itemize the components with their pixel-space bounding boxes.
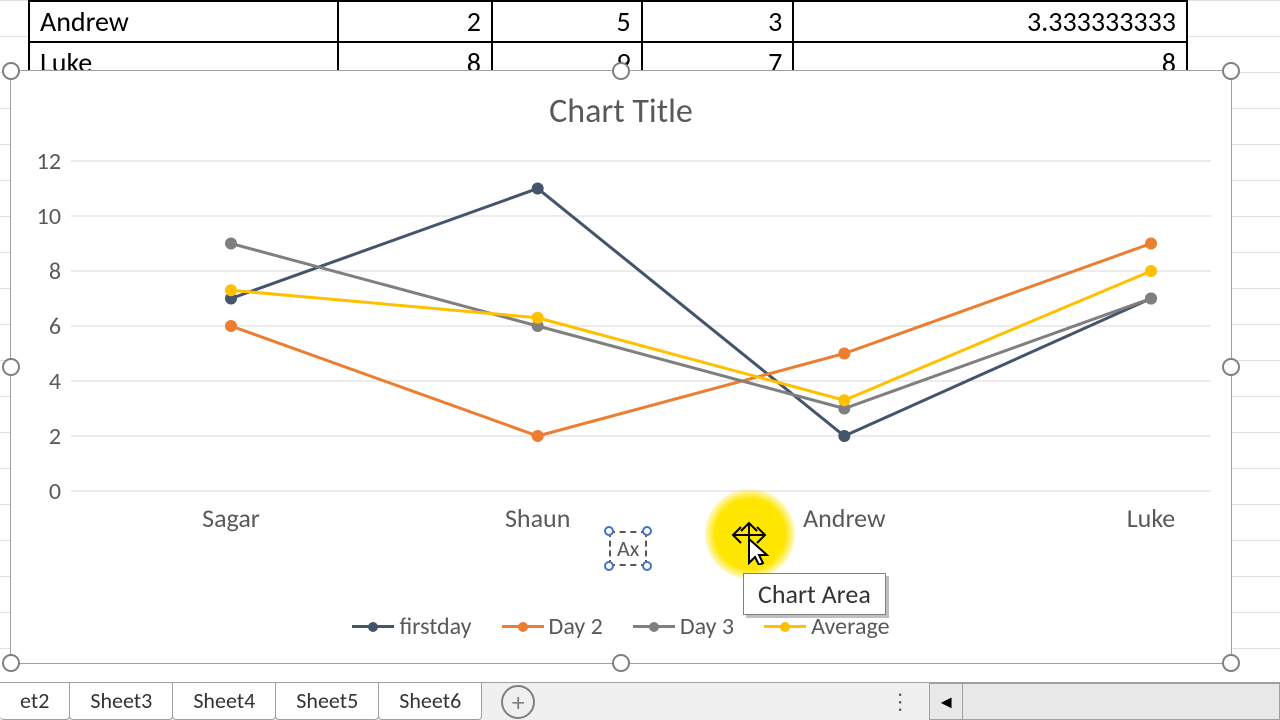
sheet-tab[interactable]: Sheet5	[275, 683, 379, 720]
cell-avg[interactable]: 3.333333333	[793, 1, 1187, 42]
svg-text:8: 8	[49, 257, 61, 286]
axis-title-textbox[interactable]: Ax	[609, 531, 647, 566]
cell-name[interactable]: Andrew	[29, 1, 338, 42]
svg-text:Shaun: Shaun	[505, 502, 570, 534]
legend-label: firstday	[399, 612, 471, 641]
resize-handle[interactable]	[1222, 62, 1240, 80]
legend-item[interactable]: firstday	[352, 612, 471, 641]
move-cursor-icon	[729, 521, 769, 565]
scroll-left-button[interactable]: ◄	[929, 683, 963, 720]
legend-item[interactable]: Average	[764, 612, 889, 641]
chart-title[interactable]: Chart Title	[11, 71, 1231, 132]
chart-object[interactable]: Chart Title 024681012SagarShaunAndrewLuk…	[10, 70, 1232, 664]
legend-label: Day 3	[680, 612, 734, 641]
resize-handle[interactable]	[1222, 358, 1240, 376]
resize-handle[interactable]	[1222, 654, 1240, 672]
resize-handle[interactable]	[2, 654, 20, 672]
cell-c3[interactable]: 3	[642, 1, 794, 42]
horizontal-scrollbar[interactable]	[963, 683, 1280, 720]
sheet-tab-bar: et2Sheet3Sheet4Sheet5Sheet6 + ⋮ ◄	[0, 682, 1280, 720]
svg-text:Andrew: Andrew	[803, 502, 886, 534]
sheet-tab[interactable]: Sheet6	[378, 683, 482, 720]
tab-menu-icon[interactable]: ⋮	[871, 683, 929, 720]
plus-icon: +	[512, 686, 525, 718]
chart-legend[interactable]: firstday Day 2 Day 3 Average	[11, 612, 1231, 641]
chart-tooltip: Chart Area	[743, 573, 886, 615]
plot-area[interactable]: 024681012SagarShaunAndrewLuke	[71, 161, 1211, 491]
svg-text:10: 10	[37, 202, 61, 231]
resize-handle[interactable]	[2, 358, 20, 376]
chart-svg: 024681012SagarShaunAndrewLuke	[71, 161, 1211, 491]
legend-item[interactable]: Day 3	[633, 612, 734, 641]
cell-c2[interactable]: 5	[492, 1, 642, 42]
axis-title-text[interactable]: Ax	[617, 535, 639, 562]
sheet-tab[interactable]: Sheet4	[172, 683, 276, 720]
resize-handle[interactable]	[2, 62, 20, 80]
legend-label: Day 2	[549, 612, 603, 641]
table-row[interactable]: Andrew 2 5 3 3.333333333	[29, 1, 1187, 42]
legend-item[interactable]: Day 2	[502, 612, 603, 641]
svg-text:2: 2	[49, 422, 61, 451]
resize-handle[interactable]	[612, 62, 630, 80]
svg-text:6: 6	[49, 312, 61, 341]
svg-text:0: 0	[49, 477, 61, 506]
resize-handle[interactable]	[612, 654, 630, 672]
svg-text:Luke: Luke	[1127, 502, 1176, 534]
add-sheet-button[interactable]: +	[501, 685, 535, 719]
svg-text:4: 4	[49, 367, 61, 396]
cell-c1[interactable]: 2	[338, 1, 492, 42]
sheet-tab[interactable]: et2	[0, 683, 70, 720]
sheet-tab[interactable]: Sheet3	[69, 683, 173, 720]
svg-text:Sagar: Sagar	[202, 502, 260, 534]
legend-label: Average	[811, 612, 889, 641]
svg-text:12: 12	[37, 147, 61, 176]
